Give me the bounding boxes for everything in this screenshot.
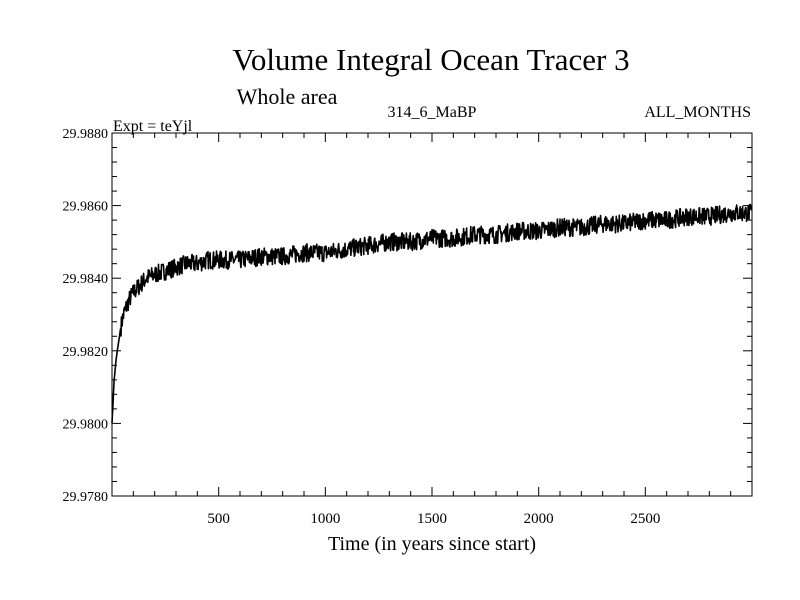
annotation-right: ALL_MONTHS	[644, 104, 751, 121]
y-tick-label: 29.9780	[63, 490, 109, 505]
y-tick-label: 29.9840	[63, 272, 109, 287]
x-tick-label: 1000	[310, 511, 340, 527]
series-line	[111, 203, 753, 424]
y-tick-label: 29.9860	[63, 200, 109, 215]
y-tick-labels: 29.9780 29.9800 29.9820 29.9840 29.9860 29.98…	[63, 127, 109, 505]
x-tick-label: 2000	[524, 511, 554, 527]
annotation-left: Expt = teYjl	[113, 118, 193, 135]
y-tick-label: 29.9800	[63, 417, 109, 432]
plot-frame	[111, 132, 753, 497]
ticks-layer	[112, 133, 752, 496]
x-tick-labels: 500 1000 1500 2000 2500	[207, 511, 660, 527]
x-tick-label: 500	[207, 511, 230, 527]
annotation-center: 314_6_MaBP	[388, 104, 477, 121]
x-axis-label: Time (in years since start)	[328, 533, 536, 555]
y-tick-label: 29.9820	[63, 345, 109, 360]
chart-subtitle: Whole area	[237, 84, 338, 109]
y-tick-label: 29.9880	[63, 127, 109, 142]
chart-title: Volume Integral Ocean Tracer 3	[232, 42, 629, 77]
x-tick-label: 1500	[417, 511, 447, 527]
x-tick-label: 2500	[630, 511, 660, 527]
